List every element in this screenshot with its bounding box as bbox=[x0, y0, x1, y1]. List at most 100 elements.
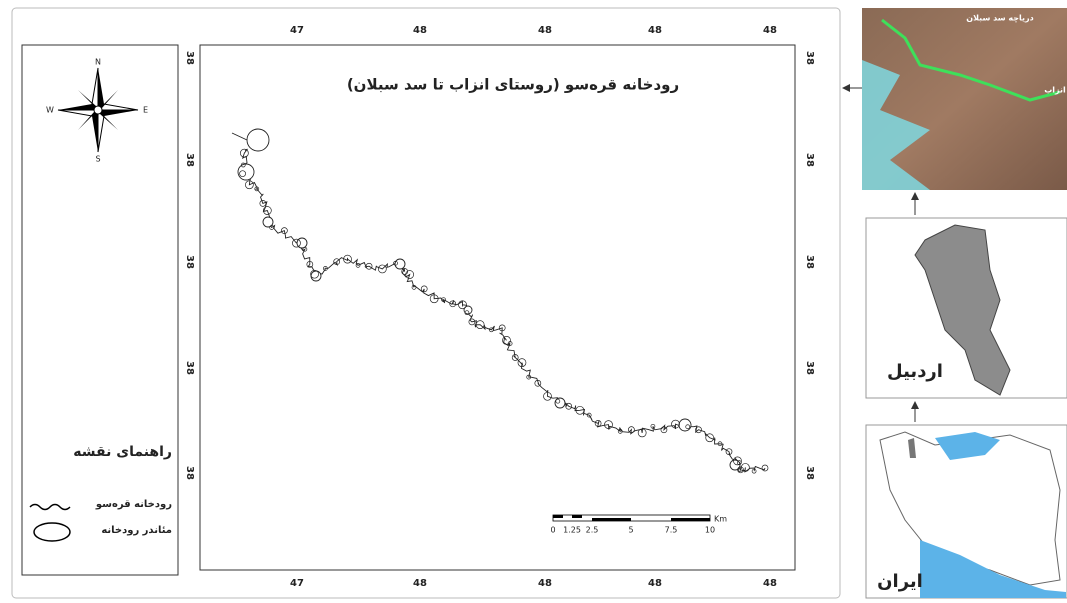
country-label: ایران bbox=[877, 571, 923, 592]
scale-label: 0 bbox=[550, 526, 555, 535]
meander bbox=[617, 428, 623, 434]
left-tick: 38 bbox=[184, 466, 195, 480]
meander bbox=[733, 456, 742, 466]
meander bbox=[401, 268, 409, 275]
meander bbox=[555, 398, 561, 404]
meander bbox=[637, 428, 647, 438]
meander bbox=[475, 320, 485, 329]
right-tick: 38 bbox=[804, 255, 815, 269]
meander bbox=[394, 258, 406, 270]
left-tick: 38 bbox=[184, 361, 195, 375]
meander bbox=[254, 186, 260, 192]
compass: N S E W bbox=[46, 58, 148, 164]
meander bbox=[240, 162, 246, 168]
meander bbox=[306, 260, 314, 268]
map-title: رودخانه قره‌سو (روستای انزاب تا سد سبلان… bbox=[347, 76, 679, 94]
river bbox=[231, 128, 769, 474]
meander bbox=[245, 180, 254, 190]
scale-label: 2.5 bbox=[586, 526, 599, 535]
meander bbox=[671, 419, 680, 429]
meander bbox=[498, 324, 506, 332]
meander bbox=[705, 433, 715, 443]
satellite-river bbox=[881, 18, 1061, 102]
meander bbox=[517, 358, 527, 368]
satellite-snow bbox=[862, 60, 930, 190]
meander bbox=[468, 318, 476, 326]
meander bbox=[292, 238, 301, 248]
meander bbox=[281, 227, 288, 234]
province-label: اردبیل bbox=[887, 361, 943, 382]
meander bbox=[650, 423, 656, 429]
meander bbox=[405, 270, 415, 279]
scale-unit: Km bbox=[714, 515, 727, 524]
top-tick: 47 bbox=[290, 25, 304, 36]
persian-gulf bbox=[920, 540, 1066, 598]
left-tick: 38 bbox=[184, 255, 195, 269]
top-tick: 48 bbox=[763, 25, 777, 36]
meander bbox=[678, 418, 692, 432]
meander bbox=[565, 402, 573, 410]
meander bbox=[586, 412, 592, 418]
map-frame bbox=[199, 44, 796, 571]
meander bbox=[323, 266, 328, 271]
scale-bar bbox=[552, 514, 711, 522]
meander bbox=[736, 460, 742, 465]
right-tick: 38 bbox=[804, 51, 815, 65]
left-tick: 38 bbox=[184, 153, 195, 167]
meander bbox=[269, 225, 275, 230]
scale-label: 1.25 bbox=[563, 526, 581, 535]
legend-item: مئاندر رودخانه bbox=[101, 525, 172, 536]
legend-river-symbol bbox=[29, 503, 71, 511]
bottom-tick: 48 bbox=[413, 578, 427, 589]
satellite-label: انزاب bbox=[1044, 86, 1066, 95]
meander bbox=[761, 464, 769, 472]
arrow-head bbox=[842, 84, 850, 92]
meander bbox=[237, 163, 255, 181]
compass-e: E bbox=[143, 106, 148, 115]
meander bbox=[246, 128, 270, 152]
meander bbox=[507, 341, 513, 346]
meander bbox=[333, 258, 341, 266]
compass-n: N bbox=[95, 58, 101, 67]
meander bbox=[717, 441, 723, 447]
meander bbox=[343, 254, 352, 264]
legend-meander-symbol bbox=[33, 522, 71, 542]
meander bbox=[489, 327, 494, 333]
bottom-tick: 48 bbox=[763, 578, 777, 589]
arrow-head bbox=[911, 401, 919, 409]
meander bbox=[365, 262, 373, 270]
meander bbox=[594, 420, 602, 427]
top-tick: 48 bbox=[648, 25, 662, 36]
river-start bbox=[231, 132, 248, 141]
meander bbox=[526, 374, 532, 380]
meander bbox=[534, 379, 542, 387]
meander bbox=[239, 170, 246, 178]
bottom-tick: 47 bbox=[290, 578, 304, 589]
meander bbox=[511, 354, 519, 361]
meander bbox=[502, 336, 511, 345]
meander bbox=[393, 260, 398, 266]
caspian-sea bbox=[935, 432, 1000, 460]
coordinate-ticks: 47 48 48 48 48 47 48 48 48 48 38 38 38 38 38 38 38 38 38 38 bbox=[184, 25, 815, 589]
meander bbox=[464, 310, 470, 316]
scale-label: 7.5 bbox=[665, 526, 678, 535]
meander bbox=[240, 148, 249, 158]
meander bbox=[604, 420, 613, 429]
meander bbox=[259, 200, 267, 207]
meander bbox=[695, 426, 702, 434]
top-tick: 48 bbox=[413, 25, 427, 36]
meander bbox=[458, 300, 467, 310]
right-tick: 38 bbox=[804, 466, 815, 480]
compass-w: W bbox=[46, 106, 54, 115]
meander bbox=[302, 246, 308, 252]
meander bbox=[628, 426, 635, 433]
meander bbox=[660, 426, 668, 434]
scale-label: 10 bbox=[705, 526, 715, 535]
legend-title: راهنمای نقشه bbox=[73, 444, 172, 460]
meander bbox=[725, 448, 733, 456]
meander bbox=[420, 285, 428, 293]
meander bbox=[685, 424, 691, 430]
meander bbox=[310, 269, 319, 279]
